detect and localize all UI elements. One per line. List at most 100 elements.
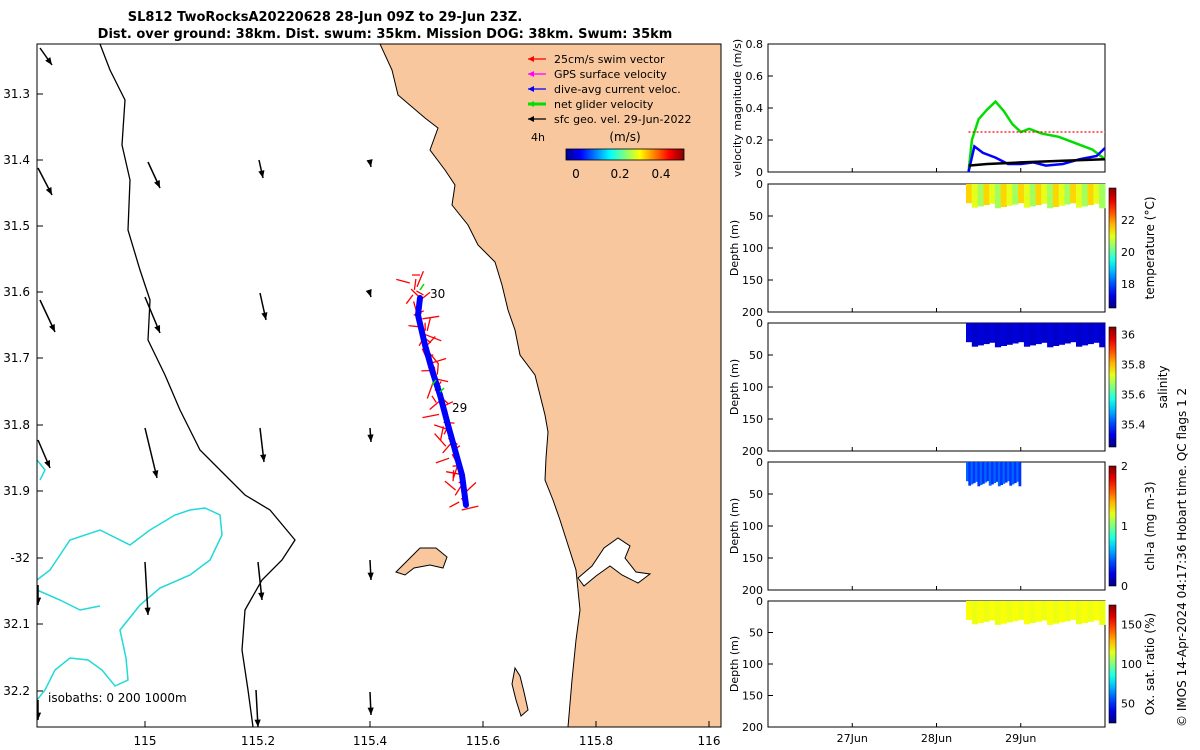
- geo-arrow: [37, 167, 53, 196]
- y-tick-label: 100: [742, 242, 763, 255]
- y-axis-label: Depth (m): [728, 220, 741, 276]
- heatmap-cell: [1058, 184, 1065, 206]
- heatmap-cell: [1052, 601, 1060, 624]
- heatmap-cell: [1000, 184, 1007, 207]
- isobath-200m: [99, 44, 296, 727]
- series-line: [968, 157, 1106, 167]
- y-axis-label: Depth (m): [728, 498, 741, 554]
- heatmap-cell: [1000, 601, 1007, 624]
- heatmap-cell: [979, 462, 983, 485]
- heatmap-cell: [966, 323, 973, 343]
- colorbar-tick-label: 36: [1121, 329, 1135, 342]
- y-axis-label: Depth (m): [728, 636, 741, 692]
- lat-tick-label: 31.9: [3, 484, 30, 498]
- heatmap-cell: [989, 601, 996, 621]
- heatmap-cell: [1018, 323, 1025, 343]
- panel-3: 0 50 100 150 200 Depth (m) 0 1 2 chl-a (mg m-3): [728, 456, 1157, 597]
- map-frame: [36, 43, 722, 728]
- credit-text: © IMOS 14-Apr-2024 04:17:36 Hobart time.…: [1175, 388, 1189, 727]
- lat-tick-label: 31.5: [3, 219, 30, 233]
- y-tick-label: 200: [742, 306, 763, 319]
- heatmap-cell: [1018, 184, 1025, 204]
- interval-label: 4h: [531, 131, 545, 144]
- heatmap-cell: [993, 462, 997, 484]
- geo-arrow: [258, 159, 265, 179]
- heatmap-cell: [1035, 184, 1042, 206]
- heatmap-cell: [983, 323, 990, 345]
- swan-river: [577, 537, 652, 587]
- heatmap-cell: [1009, 462, 1013, 486]
- geo-arrow: [367, 559, 374, 581]
- island-rottnest: [395, 547, 448, 576]
- heatmap-cell: [1011, 462, 1015, 485]
- y-tick-label: 200: [742, 584, 763, 597]
- heatmap-cell: [994, 601, 1002, 625]
- colorbar-label: Ox. sat. ratio (%): [1143, 613, 1157, 715]
- geo-arrow: [259, 292, 268, 321]
- heatmap-cell: [1081, 601, 1089, 623]
- heatmap-cell: [971, 601, 979, 625]
- heatmap-cell: [982, 462, 985, 484]
- heatmap-cell: [997, 462, 1001, 487]
- legend-label: net glider velocity: [554, 98, 654, 111]
- geo-arrow: [39, 299, 56, 333]
- heatmap-cell: [1093, 323, 1100, 343]
- land-mass: [379, 44, 721, 727]
- geo-arrow: [366, 159, 373, 168]
- panel-1: 0 50 100 150 200 Depth (m) 18 20 22 temperature (…: [728, 178, 1157, 319]
- heatmap-cell: [984, 462, 987, 483]
- colorbar: [1108, 326, 1117, 448]
- heatmap-cell: [1052, 323, 1060, 346]
- heatmap-cell: [1013, 462, 1017, 484]
- heatmap-cell: [1099, 601, 1106, 625]
- colorbar-tick-label: 1: [1121, 520, 1128, 533]
- heatmap-cell: [1076, 601, 1083, 625]
- y-tick-label: 100: [742, 658, 763, 671]
- geo-arrow: [37, 700, 42, 720]
- heatmap-cell: [986, 462, 990, 482]
- heatmap-cell: [1099, 323, 1106, 348]
- colorbar-label: chl-a (mg m-3): [1143, 481, 1157, 570]
- colorbar-tick-label: 35.4: [1121, 419, 1146, 432]
- heatmap-cell: [1099, 184, 1106, 209]
- heatmap-cell: [975, 462, 978, 482]
- legend-item: sfc geo. vel. 29-Jun-2022: [528, 113, 691, 126]
- heatmap-cell: [1081, 323, 1089, 346]
- geo-arrow: [367, 427, 374, 443]
- map-colorbar-tick-0: 0: [572, 167, 580, 181]
- panel-2: 0 50 100 150 200 Depth (m) 35.4 35.6 35.8 36 salin…: [728, 317, 1170, 458]
- heatmap-cell: [988, 462, 992, 486]
- heatmap-cell: [970, 462, 974, 485]
- lon-tick-label: 115.8: [579, 734, 613, 748]
- colorbar-tick-label: 35.6: [1121, 389, 1146, 402]
- y-tick-label: 150: [742, 413, 763, 426]
- heatmap-cell: [994, 323, 1002, 348]
- y-tick-label: 0.6: [746, 70, 764, 83]
- map-colorbar-title: (m/s): [609, 130, 640, 144]
- y-tick-label: 0.2: [746, 134, 764, 147]
- heatmap-cell: [1041, 601, 1048, 621]
- panel-frame: [767, 461, 1106, 591]
- heatmap-cell: [966, 462, 969, 482]
- y-tick-label: 100: [742, 381, 763, 394]
- heatmap-cell: [971, 323, 979, 347]
- lon-tick-label: 115.4: [353, 734, 387, 748]
- colorbar: [1108, 604, 1117, 724]
- colorbar-label: temperature (°C): [1143, 197, 1157, 300]
- heatmap-cell: [1012, 323, 1019, 344]
- colorbar-tick-label: 20: [1121, 246, 1135, 259]
- net-velocity-marks: [419, 283, 445, 393]
- colorbar-tick-label: 150: [1121, 619, 1142, 632]
- y-axis-label: velocity magnitude (m/s): [731, 39, 744, 177]
- legend-label: 25cm/s swim vector: [554, 53, 665, 66]
- y-tick-label: 0.4: [746, 102, 764, 115]
- y-tick-label: 0: [756, 166, 763, 179]
- colorbar-tick-label: 100: [1121, 658, 1142, 671]
- day-label-29: 29: [452, 401, 467, 415]
- heatmap-cell: [1070, 323, 1077, 343]
- heatmap-cell: [1016, 462, 1019, 482]
- lat-tick-label: 32.1: [3, 617, 30, 631]
- heatmap-cell: [1002, 462, 1006, 484]
- heatmap-cell: [1000, 323, 1007, 346]
